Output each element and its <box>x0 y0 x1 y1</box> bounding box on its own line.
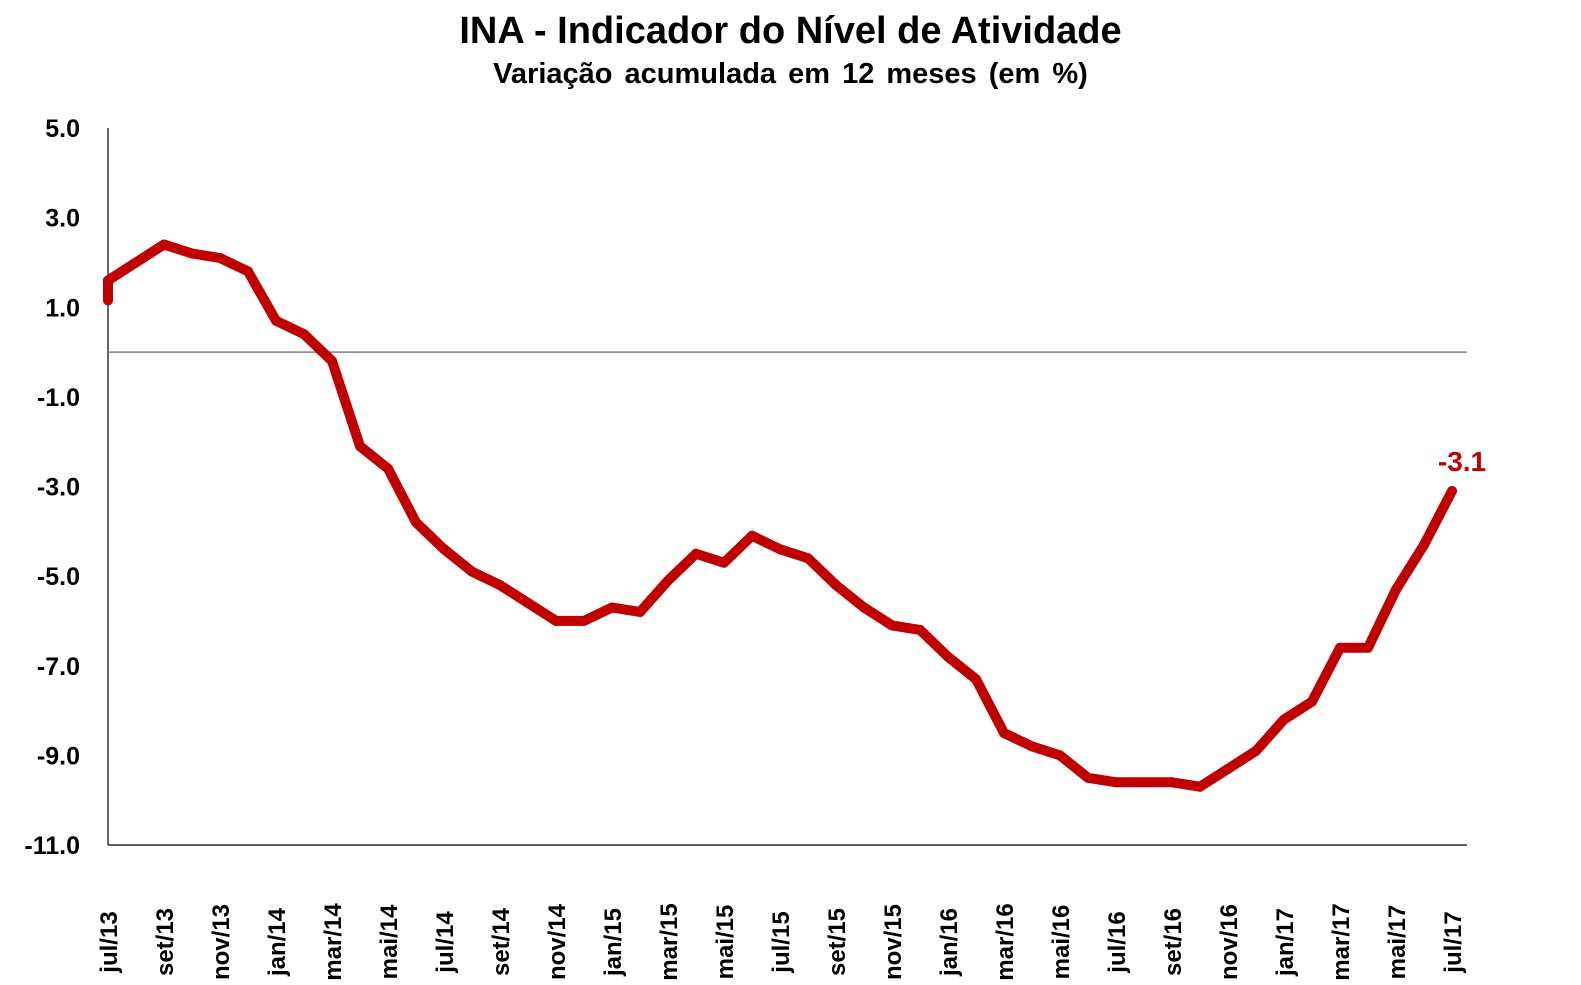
data-point <box>1363 642 1373 653</box>
y-tick-label: -1.0 <box>37 384 80 412</box>
data-point <box>971 674 981 685</box>
data-point <box>579 615 589 626</box>
x-tick-label: mar/14 <box>320 903 347 981</box>
y-tick-label: -9.0 <box>37 742 80 770</box>
data-point <box>775 544 785 555</box>
x-tick-label: set/15 <box>824 908 851 976</box>
x-tick-label: nov/15 <box>880 904 907 980</box>
x-tick-label: set/14 <box>488 907 515 976</box>
data-point <box>551 615 561 626</box>
x-tick-label: mai/15 <box>712 905 739 980</box>
y-tick-label: -7.0 <box>37 653 80 681</box>
data-point <box>999 727 1009 738</box>
x-tick-label: jan/14 <box>264 907 291 977</box>
data-point <box>131 257 141 268</box>
data-point <box>299 329 309 340</box>
x-tick-label: nov/16 <box>1216 904 1243 980</box>
x-tick-label: jul/15 <box>768 911 795 973</box>
y-tick-label: -5.0 <box>37 563 80 591</box>
data-point <box>1027 741 1037 752</box>
data-point <box>243 266 253 277</box>
data-point <box>327 356 337 367</box>
data-point <box>1251 745 1261 756</box>
data-point <box>1223 763 1233 774</box>
data-point <box>1167 777 1177 788</box>
data-point <box>719 557 729 568</box>
data-point <box>495 580 505 591</box>
x-tick-label: mai/17 <box>1384 905 1411 980</box>
data-point <box>1279 714 1289 725</box>
last-value-label: -3.1 <box>1438 446 1486 477</box>
y-tick-label: 5.0 <box>45 115 80 143</box>
data-point <box>1447 485 1457 496</box>
data-point <box>523 598 533 609</box>
data-point <box>1195 781 1205 792</box>
data-point <box>1419 539 1429 550</box>
x-tick-label: mai/16 <box>1048 905 1075 980</box>
x-tick-label: jan/16 <box>936 908 963 977</box>
x-tick-label: jan/17 <box>1272 908 1299 977</box>
data-point <box>355 441 365 452</box>
data-point <box>1111 777 1121 788</box>
data-point <box>943 651 953 662</box>
data-point <box>103 275 113 286</box>
data-point <box>1083 772 1093 783</box>
data-point <box>691 548 701 559</box>
data-point <box>1307 696 1317 707</box>
chart-subtitle: Variação acumulada em 12 meses (em %) <box>493 58 1088 90</box>
data-point <box>1335 642 1345 653</box>
x-tick-label: jul/16 <box>1104 911 1131 973</box>
data-point <box>803 553 813 564</box>
data-point <box>187 248 197 259</box>
chart-title: INA - Indicador do Nível de Atividade <box>459 10 1122 52</box>
data-point <box>607 602 617 613</box>
series-line <box>103 239 1457 792</box>
data-point <box>915 624 925 635</box>
data-point <box>159 239 169 250</box>
data-point <box>887 620 897 631</box>
data-point <box>439 544 449 555</box>
x-tick-label: mai/14 <box>376 904 403 979</box>
y-tick-label: 1.0 <box>45 294 80 322</box>
x-tick-label: set/13 <box>152 908 179 976</box>
data-point <box>1391 584 1401 595</box>
x-tick-label: nov/13 <box>208 904 235 980</box>
x-tick-label: mar/15 <box>656 903 683 980</box>
data-point <box>215 252 225 263</box>
data-point <box>859 602 869 613</box>
x-tick-label: nov/14 <box>544 903 571 980</box>
y-tick-label: -11.0 <box>24 832 80 860</box>
x-tick-label: set/16 <box>1160 908 1187 976</box>
x-tick-label: jul/13 <box>96 911 123 973</box>
x-tick-label: jan/15 <box>600 908 627 977</box>
data-point <box>747 530 757 541</box>
x-tick-label: mar/17 <box>1328 903 1355 980</box>
data-point <box>831 580 841 591</box>
data-point <box>1139 777 1149 788</box>
data-point <box>411 517 421 528</box>
data-point <box>1055 750 1065 761</box>
x-tick-label: jul/14 <box>432 911 459 974</box>
data-point <box>271 315 281 326</box>
x-tick-label: mar/16 <box>992 903 1019 980</box>
data-point <box>663 575 673 586</box>
x-tick-label: jul/17 <box>1440 911 1467 973</box>
data-point <box>383 463 393 474</box>
y-tick-label: -3.0 <box>37 474 80 502</box>
data-point <box>467 566 477 577</box>
data-point <box>635 606 645 617</box>
y-tick-label: 3.0 <box>45 205 80 233</box>
